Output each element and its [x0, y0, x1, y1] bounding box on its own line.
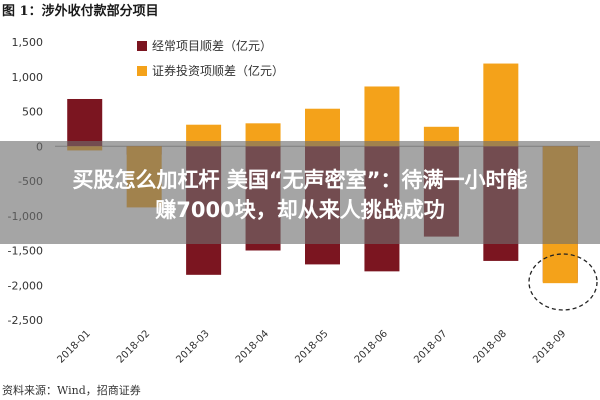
legend-label: 经常项目顺差（亿元）	[152, 38, 272, 53]
legend-swatch	[137, 41, 147, 51]
chart-title: 图 1：涉外收付款部分项目	[2, 3, 159, 19]
x-tick-label: 2018-03	[174, 328, 211, 365]
bar-securities-2018-05	[305, 108, 340, 147]
source-note: 资料来源：Wind，招商证券	[2, 383, 141, 397]
x-tick-label: 2018-07	[412, 328, 449, 365]
x-tick-label: 2018-09	[531, 328, 568, 365]
x-axis-labels: 2018-01 2018-02 2018-03 2018-04 2018-05 2018-…	[56, 328, 569, 365]
x-tick-label: 2018-05	[293, 328, 330, 365]
y-tick-label: 500	[22, 106, 43, 119]
x-tick-label: 2018-06	[353, 328, 390, 365]
legend-swatch	[137, 66, 147, 76]
caption-text: 买股怎么加杠杆 美国“无声密室”：待满一小时能 赚7000块，却从来人挑战成功	[0, 165, 600, 225]
x-tick-label: 2018-04	[234, 328, 271, 365]
y-tick-label: 1,000	[12, 71, 44, 84]
y-tick-label: 1,500	[12, 36, 44, 49]
x-tick-label: 2018-08	[472, 328, 509, 365]
bar-securities-2018-03	[186, 124, 222, 147]
bar-current-account-2018-01	[67, 98, 103, 147]
legend: 经常项目顺差（亿元） 证券投资项顺差（亿元）	[137, 38, 284, 78]
x-tick-label: 2018-01	[56, 328, 93, 365]
y-tick-label: -2,500	[8, 314, 43, 327]
y-tick-label: -2,000	[8, 279, 43, 292]
legend-label: 证券投资项顺差（亿元）	[152, 63, 284, 78]
caption-line-1: 买股怎么加杠杆 美国“无声密室”：待满一小时能	[72, 168, 528, 192]
x-tick-label: 2018-02	[115, 328, 152, 365]
bar-securities-2018-08	[483, 63, 519, 147]
bar-securities-2018-04	[245, 123, 281, 147]
highlight-circle	[528, 253, 598, 311]
bar-securities-2018-06	[364, 86, 400, 147]
y-tick-label: -1,500	[8, 245, 43, 258]
caption-line-2: 赚7000块，却从来人挑战成功	[155, 198, 445, 222]
caption-overlay: 买股怎么加杠杆 美国“无声密室”：待满一小时能 赚7000块，却从来人挑战成功	[0, 141, 600, 244]
